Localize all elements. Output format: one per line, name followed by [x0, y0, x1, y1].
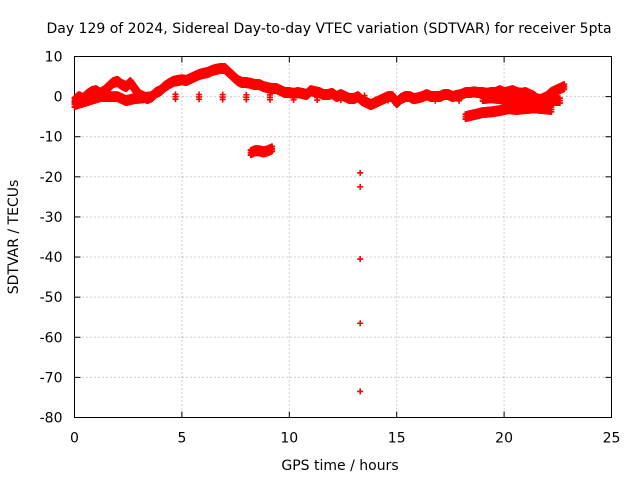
- y-tick-labels: 10 0 -10 -20 -30 -40 -50 -60 -70 -80: [40, 50, 63, 427]
- plot-frame: [74, 56, 612, 418]
- chart-title: Day 129 of 2024, Sidereal Day-to-day VTE…: [46, 21, 611, 37]
- data-points: [71, 63, 568, 395]
- x-tick-label: 10: [280, 431, 298, 447]
- y-tick-label: 0: [54, 90, 63, 106]
- y-tick-label: -70: [40, 370, 63, 386]
- x-tick-labels: 0 5 10 15 20 25: [70, 431, 620, 447]
- y-tick-label: -10: [40, 130, 63, 146]
- x-tick-label: 15: [388, 431, 406, 447]
- y-tick-label: -40: [40, 250, 63, 266]
- x-tick-label: 20: [495, 431, 513, 447]
- y-tick-label: -30: [40, 210, 63, 226]
- x-tick-label: 0: [70, 431, 79, 447]
- y-tick-label: -20: [40, 170, 63, 186]
- y-tick-label: -50: [40, 290, 63, 306]
- y-tick-label: 10: [45, 50, 63, 66]
- x-tick-label: 5: [177, 431, 186, 447]
- y-tick-label: -80: [40, 411, 63, 427]
- x-tick-label: 25: [603, 431, 621, 447]
- y-tick-label: -60: [40, 330, 63, 346]
